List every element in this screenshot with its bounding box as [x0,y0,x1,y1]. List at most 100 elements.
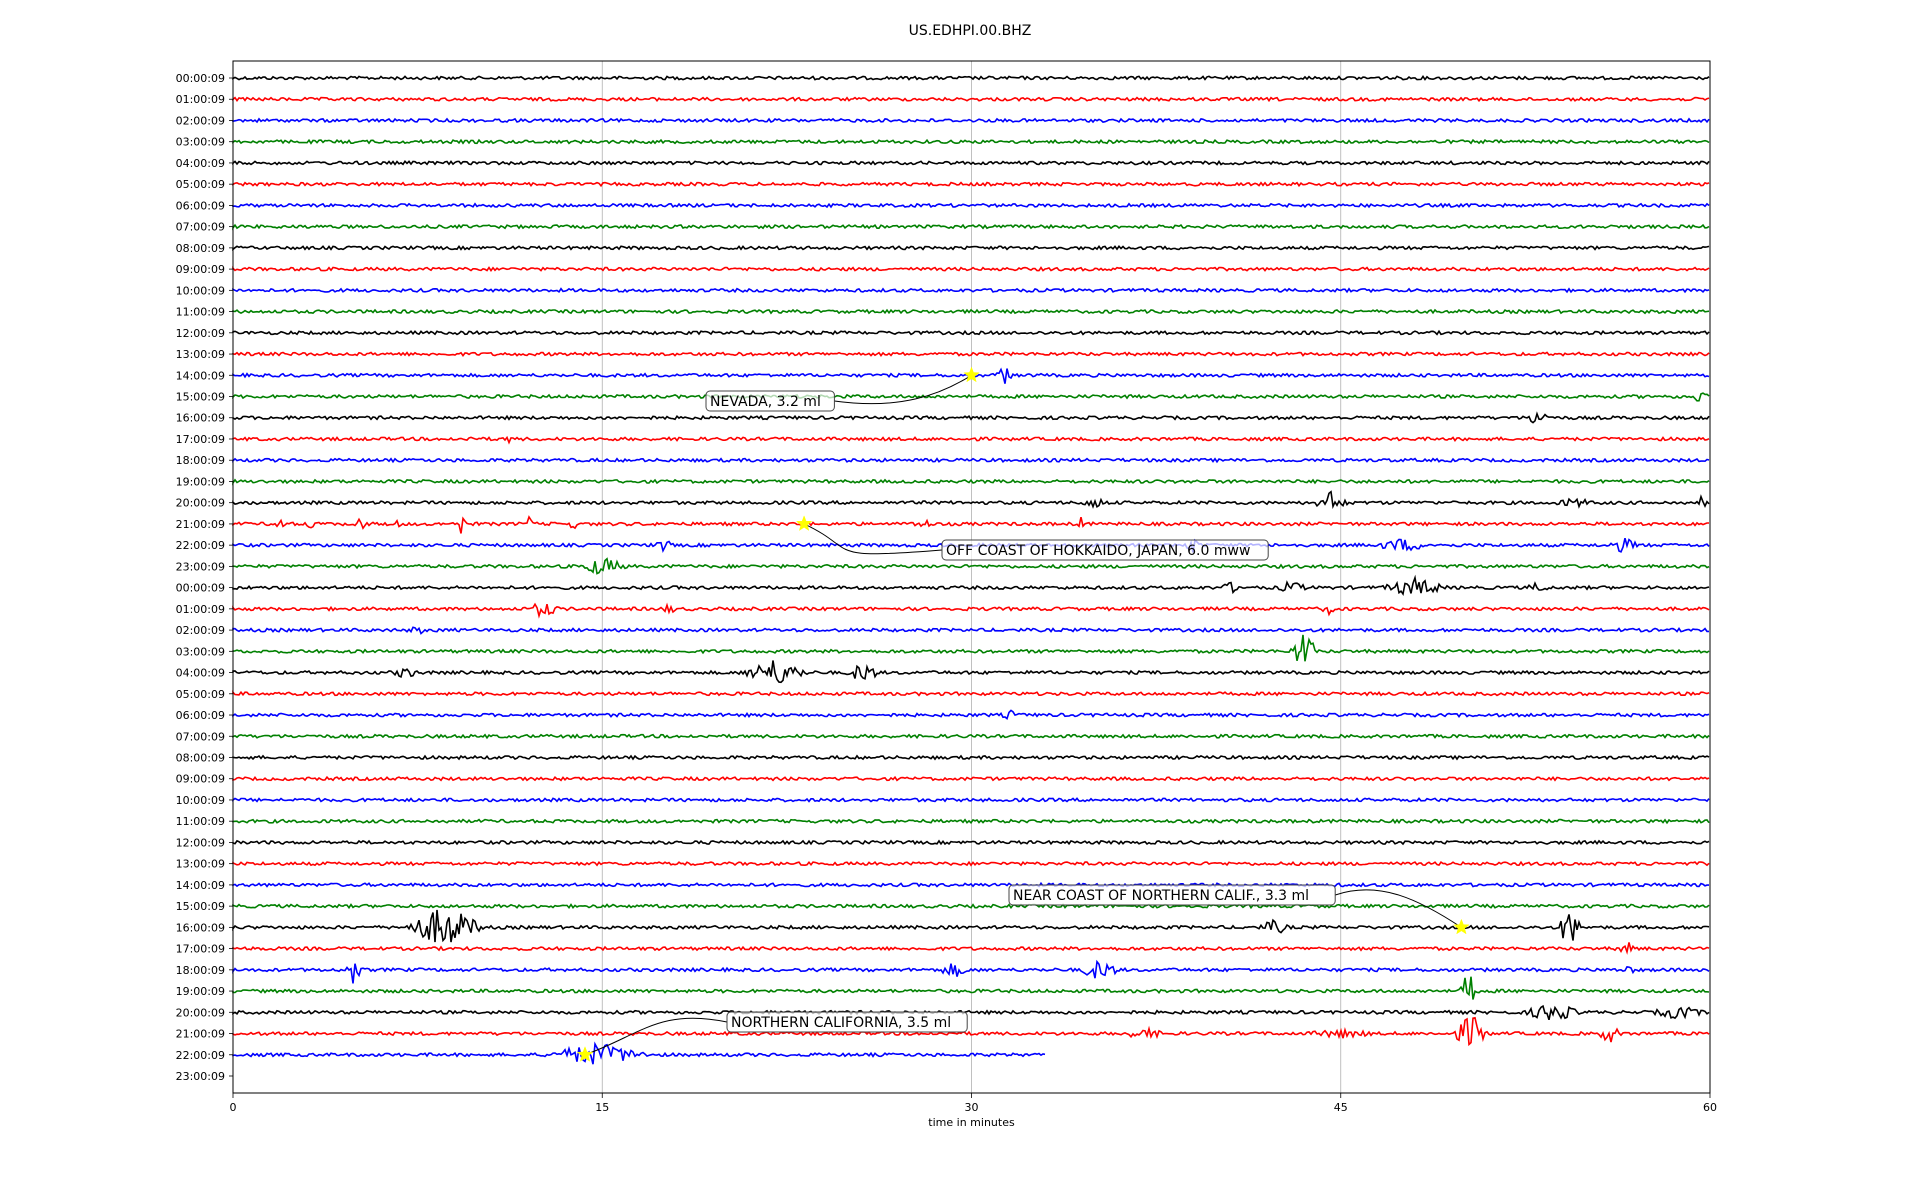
y-tick-label: 22:00:09 [176,1049,225,1062]
y-tick-label: 10:00:09 [176,284,225,297]
seismic-trace [232,709,1710,720]
seismic-trace [232,223,1710,231]
seismic-trace [232,244,1710,251]
x-axis-label: time in minutes [928,1116,1015,1129]
seismic-trace [232,411,1710,424]
y-tick-label: 11:00:09 [176,815,225,828]
y-tick-label: 17:00:09 [176,943,225,956]
seismic-trace [232,634,1710,662]
seismic-trace [232,96,1710,103]
seismic-trace [232,351,1710,357]
y-tick-label: 18:00:09 [176,454,225,467]
y-tick-label: 20:00:09 [176,497,225,510]
seismic-trace [232,308,1710,315]
event-connector [803,523,943,555]
seismic-trace [232,74,1710,81]
trace-lines [232,74,1710,1065]
event-label-box [726,1011,968,1033]
seismic-trace [232,435,1710,445]
y-tick-label: 13:00:09 [176,858,225,871]
x-tick-label: 30 [965,1101,979,1114]
seismic-trace [232,490,1710,510]
y-tick-label: 09:00:09 [176,773,225,786]
seismic-trace [232,160,1710,166]
y-tick-label: 07:00:09 [176,730,225,743]
seismic-trace [232,860,1710,867]
y-tick-label: 06:00:09 [176,709,225,722]
y-tick-label: 08:00:09 [176,242,225,255]
seismic-trace [232,976,1710,1000]
y-tick-label: 00:00:09 [176,582,225,595]
y-tick-label: 14:00:09 [176,879,225,892]
event-star-marker [1453,918,1470,935]
y-tick-label: 16:00:09 [176,921,225,934]
seismic-trace [232,775,1710,782]
y-tick-label: 10:00:09 [176,794,225,807]
seismic-trace [232,660,1710,684]
y-tick-label: 05:00:09 [176,178,225,191]
seismic-trace [232,1004,1710,1021]
event-star-marker [963,366,980,383]
event-star-marker [795,515,813,531]
seismic-trace [232,818,1710,825]
y-tick-label: 04:00:09 [176,157,225,170]
event-star-marker [576,1046,594,1062]
seismic-trace [232,626,1709,635]
event-label-box [941,539,1269,561]
x-tick-label: 15 [595,1101,609,1114]
seismic-trace [232,181,1710,188]
y-tick-label: 16:00:09 [176,412,225,425]
seismic-trace [232,457,1710,464]
y-tick-labels: 00:00:09 01:00:09 02:00:09 03:00:09 04:00:09… [176,72,233,1083]
seismic-trace [232,1016,1710,1047]
y-tick-label: 12:00:09 [176,327,225,340]
y-tick-label: 12:00:09 [176,836,225,849]
seismic-trace [232,515,1709,534]
seismic-trace [232,202,1710,209]
seismic-trace [232,733,1710,740]
seismic-trace [232,690,1710,697]
event-label-box [705,390,835,412]
event-connector [584,1017,728,1056]
y-tick-label: 05:00:09 [176,688,225,701]
seismic-trace [232,117,1710,124]
seismic-trace [232,392,1710,402]
seismic-trace [232,909,1710,943]
y-tick-label: 03:00:09 [176,645,225,658]
event-connector [834,374,972,405]
seismic-trace [232,797,1710,803]
y-tick-label: 03:00:09 [176,136,225,149]
seismic-trace [232,478,1710,486]
event-label: NORTHERN CALIFORNIA, 3.5 ml [731,1015,951,1031]
seismic-trace [232,329,1710,336]
y-tick-label: 19:00:09 [176,985,225,998]
event-label: OFF COAST OF HOKKAIDO, JAPAN, 6.0 mww [946,543,1250,559]
y-tick-label: 02:00:09 [176,114,225,127]
y-tick-label: 23:00:09 [176,560,225,573]
y-tick-label: 15:00:09 [176,900,225,913]
y-tick-label: 11:00:09 [176,306,225,319]
seismic-trace [232,557,1710,575]
y-tick-label: 20:00:09 [176,1006,225,1019]
seismic-trace [232,266,1710,273]
y-tick-label: 07:00:09 [176,221,225,234]
event-connector [1335,889,1462,928]
seismic-trace [232,942,1710,955]
seismic-trace [232,754,1710,761]
x-tick-label: 0 [230,1101,237,1114]
axes-frame [232,60,1711,1094]
seismic-trace [232,903,1710,910]
y-tick-label: 21:00:09 [176,1028,225,1041]
x-tick-label: 60 [1703,1101,1717,1114]
y-tick-label: 17:00:09 [176,433,225,446]
y-tick-label: 01:00:09 [176,603,225,616]
y-tick-label: 19:00:09 [176,475,225,488]
y-tick-label: 21:00:09 [176,518,225,531]
chart-title: US.EDHPI.00.BHZ [909,23,1032,39]
x-ticks: 0 15 30 45 60 [230,1093,1717,1114]
seismic-trace [232,287,1710,294]
y-tick-label: 01:00:09 [176,93,225,106]
y-tick-label: 00:00:09 [176,72,225,85]
